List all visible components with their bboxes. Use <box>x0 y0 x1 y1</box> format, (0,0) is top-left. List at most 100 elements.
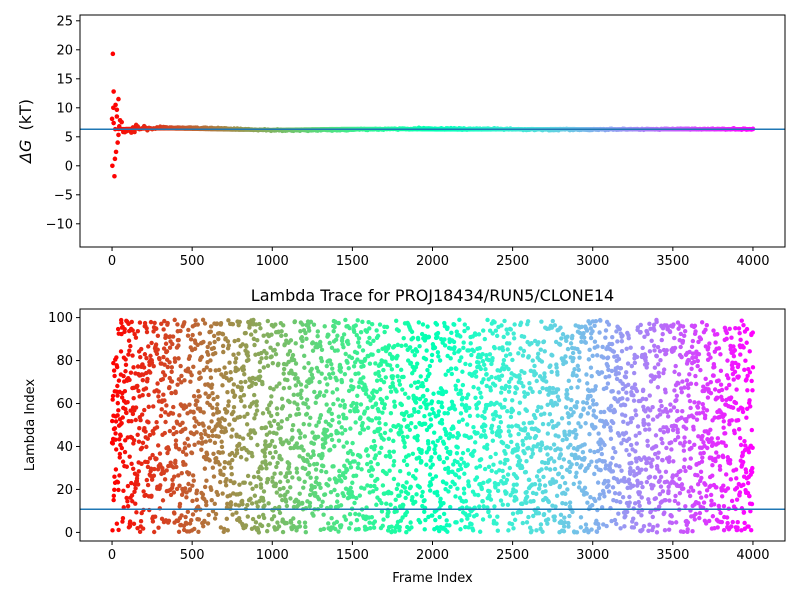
lambda-point <box>748 404 753 409</box>
lambda-point <box>686 393 691 398</box>
lambda-point <box>264 466 269 471</box>
lambda-point <box>631 516 636 521</box>
lambda-point <box>365 453 371 458</box>
lambda-point <box>220 383 225 388</box>
lambda-point <box>174 486 180 492</box>
lambda-point <box>570 333 575 339</box>
lambda-point <box>593 415 599 420</box>
delta-g-point <box>113 149 119 155</box>
lambda-point <box>622 475 627 481</box>
lambda-point <box>392 399 397 404</box>
lambda-point <box>750 465 755 471</box>
lambda-point <box>657 469 662 474</box>
lambda-point <box>344 440 350 445</box>
lambda-point <box>728 477 734 482</box>
lambda-point <box>610 335 615 340</box>
lambda-point <box>524 520 530 525</box>
lambda-point <box>723 443 729 448</box>
lambda-point <box>291 516 296 521</box>
lambda-point <box>485 317 490 323</box>
lambda-point <box>270 479 275 484</box>
lambda-point <box>581 406 586 411</box>
lambda-point <box>201 367 207 373</box>
lambda-point <box>329 361 334 367</box>
lambda-point <box>201 423 206 428</box>
lambda-point <box>408 383 414 388</box>
lambda-point <box>617 326 622 332</box>
lambda-point <box>265 318 271 324</box>
lambda-point <box>307 504 313 509</box>
lambda-x-tick-label: 4000 <box>736 548 769 563</box>
lambda-point <box>453 494 458 499</box>
lambda-point <box>216 434 221 439</box>
lambda-point <box>583 522 589 527</box>
lambda-point <box>555 387 561 392</box>
lambda-point <box>131 365 136 370</box>
lambda-point <box>613 449 618 455</box>
lambda-point <box>614 376 620 382</box>
lambda-point <box>172 317 177 323</box>
lambda-point <box>375 476 380 482</box>
lambda-point <box>285 377 290 383</box>
lambda-point <box>687 372 692 377</box>
lambda-point <box>341 332 347 337</box>
lambda-point <box>238 395 243 400</box>
lambda-point <box>133 486 138 491</box>
lambda-point <box>521 421 526 426</box>
lambda-point <box>750 445 755 450</box>
lambda-point <box>647 321 652 327</box>
lambda-point <box>342 402 347 408</box>
lambda-point <box>567 469 572 475</box>
lambda-point <box>563 360 569 365</box>
delta-g-x-tick-label: 1500 <box>336 254 369 269</box>
lambda-point <box>552 459 557 464</box>
lambda-point <box>137 529 143 535</box>
lambda-point <box>677 490 683 496</box>
lambda-point <box>483 423 488 428</box>
lambda-point <box>727 461 733 466</box>
lambda-point <box>703 482 708 487</box>
lambda-point <box>304 336 309 342</box>
lambda-point <box>730 365 735 370</box>
lambda-point <box>418 404 423 410</box>
lambda-point <box>145 376 150 382</box>
lambda-point <box>239 385 245 390</box>
lambda-point <box>648 379 654 384</box>
lambda-point <box>535 442 541 447</box>
lambda-point <box>476 360 481 365</box>
lambda-point <box>193 318 198 323</box>
lambda-point <box>640 484 645 490</box>
lambda-point <box>320 453 325 459</box>
lambda-point <box>308 319 314 324</box>
lambda-point <box>415 433 420 439</box>
lambda-point <box>702 413 708 418</box>
lambda-point <box>449 330 454 336</box>
lambda-point <box>219 444 225 450</box>
lambda-point <box>511 336 517 341</box>
lambda-point <box>603 335 608 340</box>
lambda-point <box>352 459 357 464</box>
lambda-point <box>697 490 702 495</box>
lambda-point <box>672 369 677 375</box>
lambda-point <box>404 409 409 415</box>
lambda-point <box>357 493 363 498</box>
lambda-point <box>460 450 466 456</box>
lambda-point <box>325 382 330 387</box>
lambda-point <box>224 516 229 522</box>
lambda-point <box>229 450 235 456</box>
lambda-point <box>408 520 413 525</box>
delta-g-point <box>112 173 117 179</box>
lambda-point <box>446 469 451 474</box>
lambda-point <box>675 320 681 325</box>
lambda-point <box>540 529 545 534</box>
lambda-point <box>374 502 379 507</box>
lambda-point <box>506 366 511 372</box>
lambda-point <box>578 515 584 520</box>
lambda-point <box>401 502 406 508</box>
lambda-point <box>437 514 442 520</box>
lambda-point <box>679 415 684 420</box>
lambda-point <box>274 490 280 495</box>
lambda-point <box>651 483 656 488</box>
lambda-point <box>604 523 609 529</box>
lambda-point <box>310 348 316 353</box>
